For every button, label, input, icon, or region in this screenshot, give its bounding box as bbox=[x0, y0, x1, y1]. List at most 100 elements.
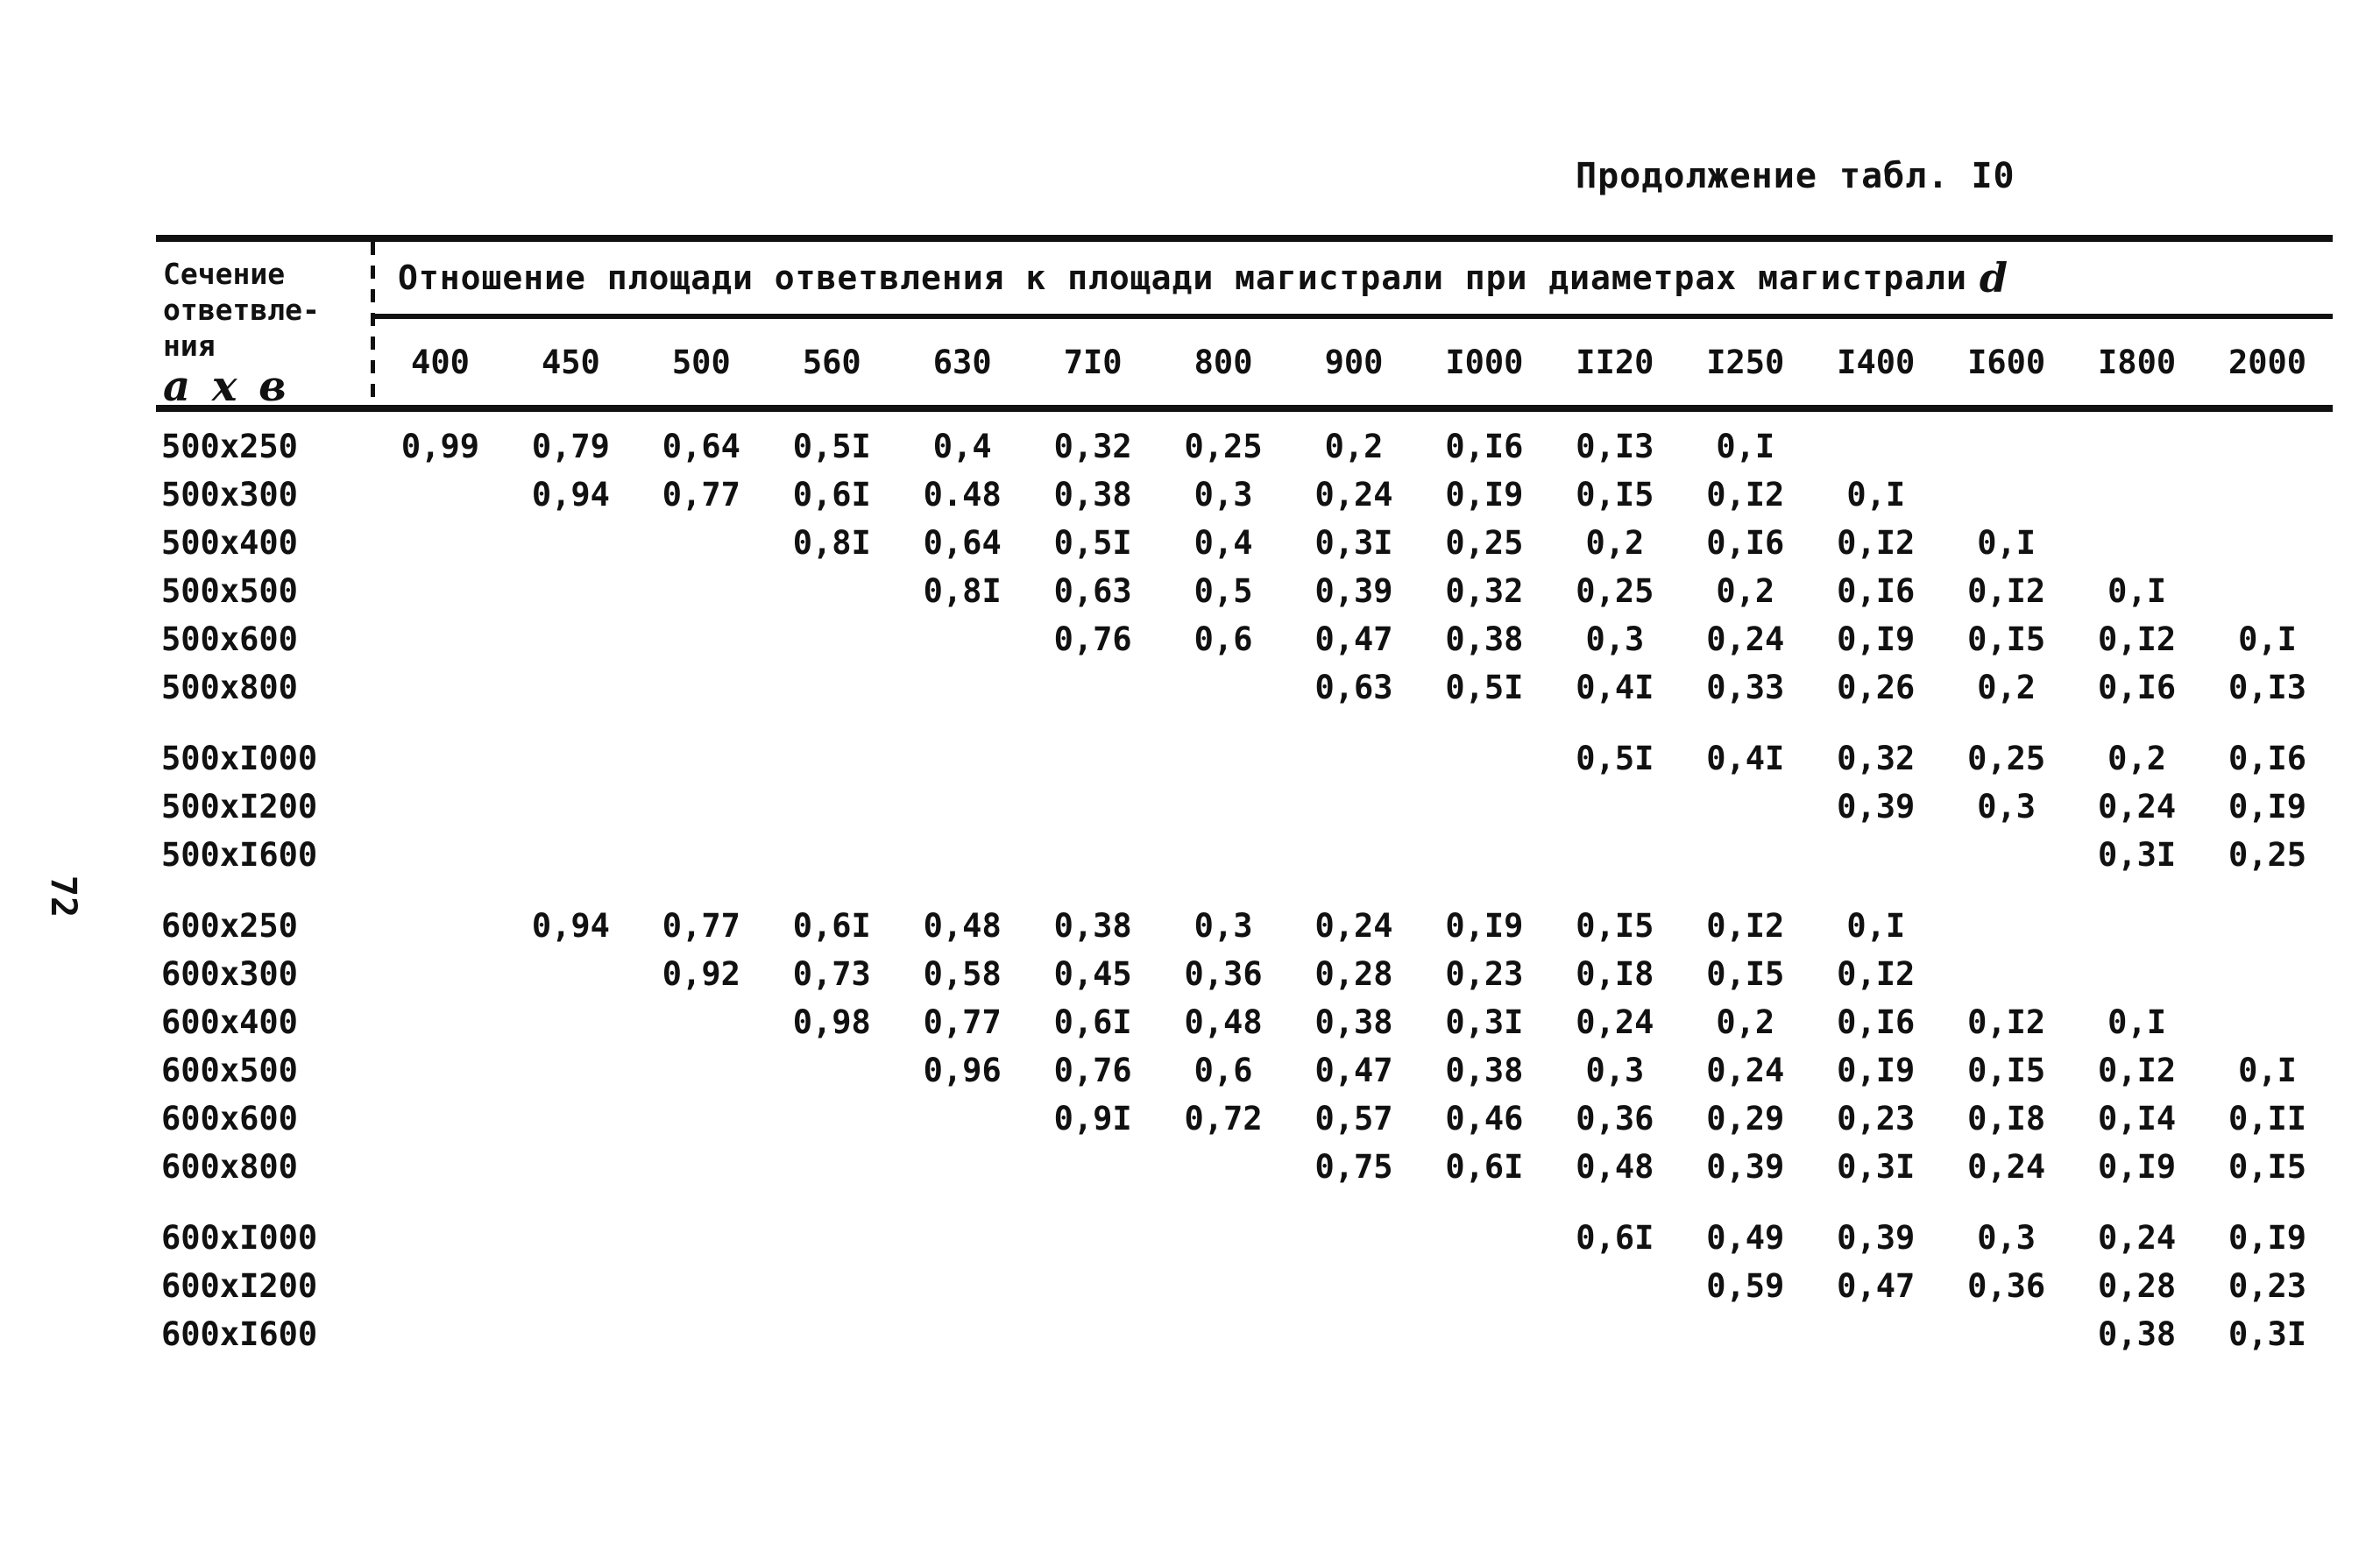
value-cell: 0,72 bbox=[1184, 1100, 1263, 1137]
column-header: I800 bbox=[2098, 343, 2177, 381]
value-cell: 0,38 bbox=[1053, 476, 1132, 514]
table-row: 500x400 0,8I 0,64 0,5I 0,4 0,3I 0,25 0,2 0,I6 0,I… bbox=[156, 519, 2333, 567]
value-cell: 0,5I bbox=[1445, 669, 1524, 706]
value-cell: 0,6I bbox=[1576, 1219, 1654, 1257]
table-row: 500xI600 0,3I 0,25 bbox=[156, 831, 2333, 879]
value-cell: 0,I3 bbox=[2228, 669, 2307, 706]
column-header: I000 bbox=[1445, 343, 1524, 381]
row-label: 500x250 bbox=[161, 428, 298, 465]
table-row: 600xI000 0,6I 0,49 0,39 0,3 0,24 0,I9 bbox=[156, 1214, 2333, 1262]
value-cell: 0,48 bbox=[1576, 1148, 1654, 1186]
value-cell: 0,3I bbox=[1314, 524, 1393, 562]
dashed-column-divider bbox=[371, 242, 375, 405]
value-cell: 0,39 bbox=[1837, 788, 1916, 826]
value-cell: 0,48 bbox=[1184, 1003, 1263, 1041]
value-cell: 0,2 bbox=[1716, 572, 1775, 610]
table-row: 500x500 0,8I 0,63 0,5 0,39 0,32 0,25 0,2 0,I6 0,I… bbox=[156, 567, 2333, 615]
value-cell: 0,2 bbox=[1977, 669, 2036, 706]
value-cell: 0,23 bbox=[2228, 1267, 2307, 1305]
value-cell: 0,I6 bbox=[1706, 524, 1785, 562]
value-cell: 0,I5 bbox=[1576, 476, 1654, 514]
value-cell: 0,I9 bbox=[1837, 1052, 1916, 1089]
value-cell: 0,24 bbox=[1967, 1148, 2046, 1186]
value-cell: 0,I9 bbox=[2228, 1219, 2307, 1257]
value-cell: 0,I9 bbox=[2098, 1148, 2177, 1186]
value-cell: 0,77 bbox=[662, 476, 740, 514]
value-cell: 0,63 bbox=[1053, 572, 1132, 610]
value-cell: 0,I8 bbox=[1967, 1100, 2046, 1137]
value-cell: 0,3I bbox=[2098, 836, 2177, 874]
table-row: 500x600 0,76 0,6 0,47 0,38 0,3 0,24 0,I9 0,I5 0,I… bbox=[156, 615, 2333, 663]
value-cell: 0,64 bbox=[662, 428, 740, 465]
value-cell: 0,9I bbox=[1053, 1100, 1132, 1137]
value-cell: 0,59 bbox=[1706, 1267, 1785, 1305]
row-label: 500x300 bbox=[161, 476, 298, 514]
value-cell: 0,6 bbox=[1194, 1052, 1253, 1089]
value-cell: 0,I3 bbox=[1576, 428, 1654, 465]
value-cell: 0,5 bbox=[1194, 572, 1253, 610]
value-cell: 0,3I bbox=[1837, 1148, 1916, 1186]
value-cell: 0,36 bbox=[1967, 1267, 2046, 1305]
value-cell: 0,39 bbox=[1314, 572, 1393, 610]
table-body: 500x250 0,99 0,79 0,64 0,5I 0,4 0,32 0,25 0,2 0,I… bbox=[156, 412, 2333, 1358]
value-cell: 0,I2 bbox=[2098, 620, 2177, 658]
table-row: 500x300 0,94 0,77 0,6I 0.48 0,38 0,3 0,24 0,I9 0,… bbox=[156, 471, 2333, 519]
value-cell: 0,I bbox=[1846, 907, 1906, 945]
column-headers: 400 450 500 560 630 7I0 800 900 I000 II20 I250 I400… bbox=[375, 319, 2333, 405]
value-cell: 0,38 bbox=[1053, 907, 1132, 945]
value-cell: 0,58 bbox=[923, 955, 1002, 993]
row-label: 600xI200 bbox=[161, 1267, 318, 1305]
value-cell: 0.48 bbox=[923, 476, 1002, 514]
value-cell: 0,63 bbox=[1314, 669, 1393, 706]
value-cell: 0,I bbox=[2238, 1052, 2297, 1089]
value-cell: 0,47 bbox=[1314, 1052, 1393, 1089]
value-cell: 0,47 bbox=[1314, 620, 1393, 658]
value-cell: 0,4I bbox=[1576, 669, 1654, 706]
diameter-variable: d bbox=[1979, 254, 2009, 301]
value-cell: 0,I6 bbox=[1445, 428, 1524, 465]
value-cell: 0,I2 bbox=[1706, 476, 1785, 514]
value-cell: 0,77 bbox=[662, 907, 740, 945]
column-header: I600 bbox=[1967, 343, 2046, 381]
value-cell: 0,98 bbox=[792, 1003, 871, 1041]
row-label: 500x500 bbox=[161, 572, 298, 610]
table-row: 600x400 0,98 0,77 0,6I 0,48 0,38 0,3I 0,24 0,2 0,… bbox=[156, 998, 2333, 1046]
value-cell: 0,2 bbox=[1585, 524, 1645, 562]
value-cell: 0,I9 bbox=[1837, 620, 1916, 658]
value-cell: 0,24 bbox=[1314, 907, 1393, 945]
value-cell: 0,I6 bbox=[2228, 740, 2307, 777]
column-header: 900 bbox=[1324, 343, 1384, 381]
value-cell: 0,23 bbox=[1445, 955, 1524, 993]
value-cell: 0,6I bbox=[792, 476, 871, 514]
value-cell: 0,3 bbox=[1977, 1219, 2036, 1257]
row-label: 500x600 bbox=[161, 620, 298, 658]
value-cell: 0,33 bbox=[1706, 669, 1785, 706]
value-cell: 0,I6 bbox=[1837, 1003, 1916, 1041]
table-row: 600x800 0,75 0,6I 0,48 0,39 0,3I 0,24 0,I9 0,I5 bbox=[156, 1143, 2333, 1191]
column-header: 500 bbox=[671, 343, 731, 381]
value-cell: 0,3 bbox=[1977, 788, 2036, 826]
value-cell: 0,38 bbox=[1314, 1003, 1393, 1041]
table-row: 600x500 0,96 0,76 0,6 0,47 0,38 0,3 0,24 0,I9 0,I… bbox=[156, 1046, 2333, 1095]
value-cell: 0,76 bbox=[1053, 620, 1132, 658]
value-cell: 0,2 bbox=[1716, 1003, 1775, 1041]
row-label: 600x500 bbox=[161, 1052, 298, 1089]
row-label: 600x250 bbox=[161, 907, 298, 945]
value-cell: 0,79 bbox=[531, 428, 610, 465]
corner-line-1: Сечение bbox=[163, 257, 286, 291]
value-cell: 0,94 bbox=[531, 476, 610, 514]
table-row: 500xI200 0,39 0,3 0,24 0,I9 bbox=[156, 783, 2333, 831]
value-cell: 0,26 bbox=[1837, 669, 1916, 706]
value-cell: 0,I bbox=[1716, 428, 1775, 465]
value-cell: 0,2 bbox=[2107, 740, 2166, 777]
value-cell: 0,5I bbox=[1053, 524, 1132, 562]
row-label: 500xI200 bbox=[161, 788, 318, 826]
row-label: 500x800 bbox=[161, 669, 298, 706]
value-cell: 0,24 bbox=[1706, 1052, 1785, 1089]
value-cell: 0,8I bbox=[792, 524, 871, 562]
value-cell: 0,I bbox=[2107, 572, 2166, 610]
column-header: 630 bbox=[932, 343, 992, 381]
value-cell: 0,I5 bbox=[1576, 907, 1654, 945]
value-cell: 0,38 bbox=[1445, 620, 1524, 658]
